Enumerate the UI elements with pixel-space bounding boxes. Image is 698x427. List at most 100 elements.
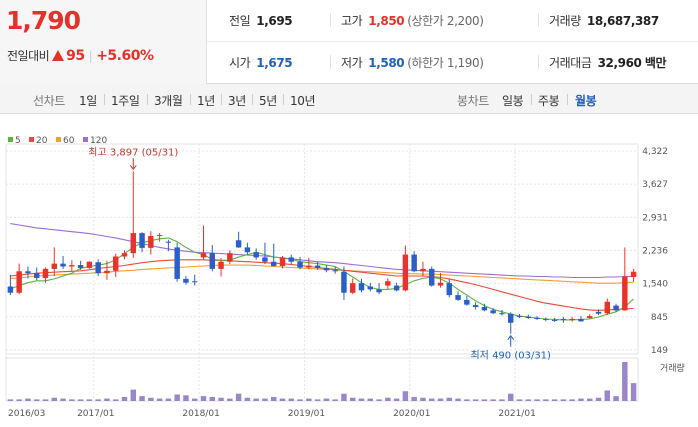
range-5y[interactable]: 5년 [259, 94, 277, 108]
candle-body [253, 252, 259, 258]
stat-label: 거래량 [549, 14, 581, 28]
divider [147, 94, 148, 105]
line-chart-label: 선차트 [33, 94, 65, 108]
volume-bar [165, 398, 172, 401]
low-arrowhead [507, 334, 515, 341]
range-10y[interactable]: 10년 [290, 94, 316, 108]
volume-bar [209, 396, 215, 401]
volume-bar [393, 398, 400, 401]
stat-value: 1,850 [368, 14, 405, 28]
candle-body [148, 235, 154, 248]
candle-body [104, 270, 110, 274]
candle-body [429, 268, 435, 286]
volume-plot-frame [5, 357, 639, 402]
candle-body [95, 262, 101, 274]
volume-bar [192, 398, 198, 401]
stat-label: 시가 [229, 56, 251, 70]
divider [330, 13, 331, 27]
candle-body [200, 253, 207, 258]
range-1w[interactable]: 1주일 [111, 94, 140, 108]
candle-body [569, 318, 575, 320]
period-weekly[interactable]: 주봉 [538, 94, 560, 108]
change-value: 95 [66, 48, 85, 64]
volume-bar [464, 399, 470, 401]
volume-bar [200, 396, 207, 401]
stat-volume: 거래량 18,687,387 [549, 12, 659, 29]
volume-bar [288, 398, 294, 401]
volume-bar [271, 396, 277, 401]
candle-body [227, 253, 233, 262]
stat-value: 32,960 [597, 56, 642, 70]
candle-body [218, 261, 224, 269]
volume-bar [411, 396, 417, 401]
up-triangle-icon [52, 50, 65, 61]
volume-bar [183, 395, 189, 401]
volume-bar [341, 393, 347, 401]
volume-bar [218, 397, 224, 401]
stat-high: 고가 1,850 (상한가 2,200) [341, 12, 484, 29]
candle-body [587, 316, 593, 319]
candle-chart-label: 봉차트 [457, 94, 489, 108]
ma20-line [10, 259, 634, 311]
volume-bar [139, 396, 145, 401]
row-divider [207, 41, 698, 42]
stat-label: 저가 [341, 56, 363, 70]
range-1y[interactable]: 1년 [197, 94, 215, 108]
candle-body [358, 283, 365, 291]
volume-bar [113, 399, 119, 401]
monthly-candle-chart: 4,322 3,627 2,931 2,236 1,540 845 149 2016/03 20… [5, 136, 685, 419]
period-monthly[interactable]: 월봉 [575, 94, 597, 108]
divider [330, 55, 331, 69]
candle-body [314, 265, 321, 268]
candle-body [51, 263, 57, 269]
legend-label: 20 [36, 136, 48, 146]
candle-body [560, 318, 567, 320]
candle-body [288, 257, 294, 262]
candle-body [393, 285, 400, 291]
volume-bar [534, 399, 540, 401]
stat-label: 고가 [341, 14, 363, 28]
divider [252, 94, 253, 105]
candle-body [323, 267, 330, 271]
volume-bar [42, 399, 49, 401]
candle-body [341, 271, 347, 293]
stat-trade-value: 거래대금 32,960 백만 [549, 54, 667, 71]
candle-body [174, 247, 180, 279]
candle-body [613, 305, 619, 311]
volume-bar [508, 393, 514, 401]
range-3y[interactable]: 3년 [228, 94, 246, 108]
period-daily[interactable]: 일봉 [502, 94, 524, 108]
volume-bar [446, 397, 452, 401]
volume-bar [437, 398, 444, 401]
range-3m[interactable]: 3개월 [154, 94, 183, 108]
candle-body [420, 268, 426, 272]
volume-bar [367, 398, 373, 401]
candle-body [332, 270, 338, 272]
volume-bar [551, 399, 558, 401]
y-tick-label: 845 [651, 313, 668, 323]
volume-bar [34, 399, 40, 401]
volume-bar [95, 399, 101, 401]
x-tick-label: 2017/01 [77, 409, 114, 419]
chart-toolbar: 선차트 1일 1주일 3개월 1년 3년 5년 10년 봉차트 일봉 주봉 월봉 [0, 84, 698, 114]
quote-summary: 1,790 전일대비 95 | +5.60% 전일 1,695 고가 1,850 (상한가 … [0, 0, 698, 84]
candle-body [508, 313, 514, 323]
volume-bar [613, 396, 619, 401]
low-annotation: 최저 490 (03/31) [470, 350, 551, 362]
volume-bar [77, 399, 84, 401]
stat-value: 18,687,387 [586, 14, 659, 28]
volume-bar [60, 398, 66, 401]
volume-bar [587, 398, 593, 401]
candle-body [437, 282, 444, 286]
ma120-line [10, 223, 634, 279]
volume-label: 거래량 [660, 362, 685, 374]
candle-body [411, 254, 417, 272]
stat-low: 저가 1,580 (하한가 1,190) [341, 54, 484, 71]
volume-bar [235, 393, 242, 401]
legend-swatch [29, 137, 34, 142]
range-1d[interactable]: 1일 [79, 94, 97, 108]
candle-body [402, 254, 409, 291]
volume-bar [560, 399, 567, 401]
candle-body [86, 261, 93, 268]
lower-limit-note: (하한가 1,190) [407, 56, 484, 70]
